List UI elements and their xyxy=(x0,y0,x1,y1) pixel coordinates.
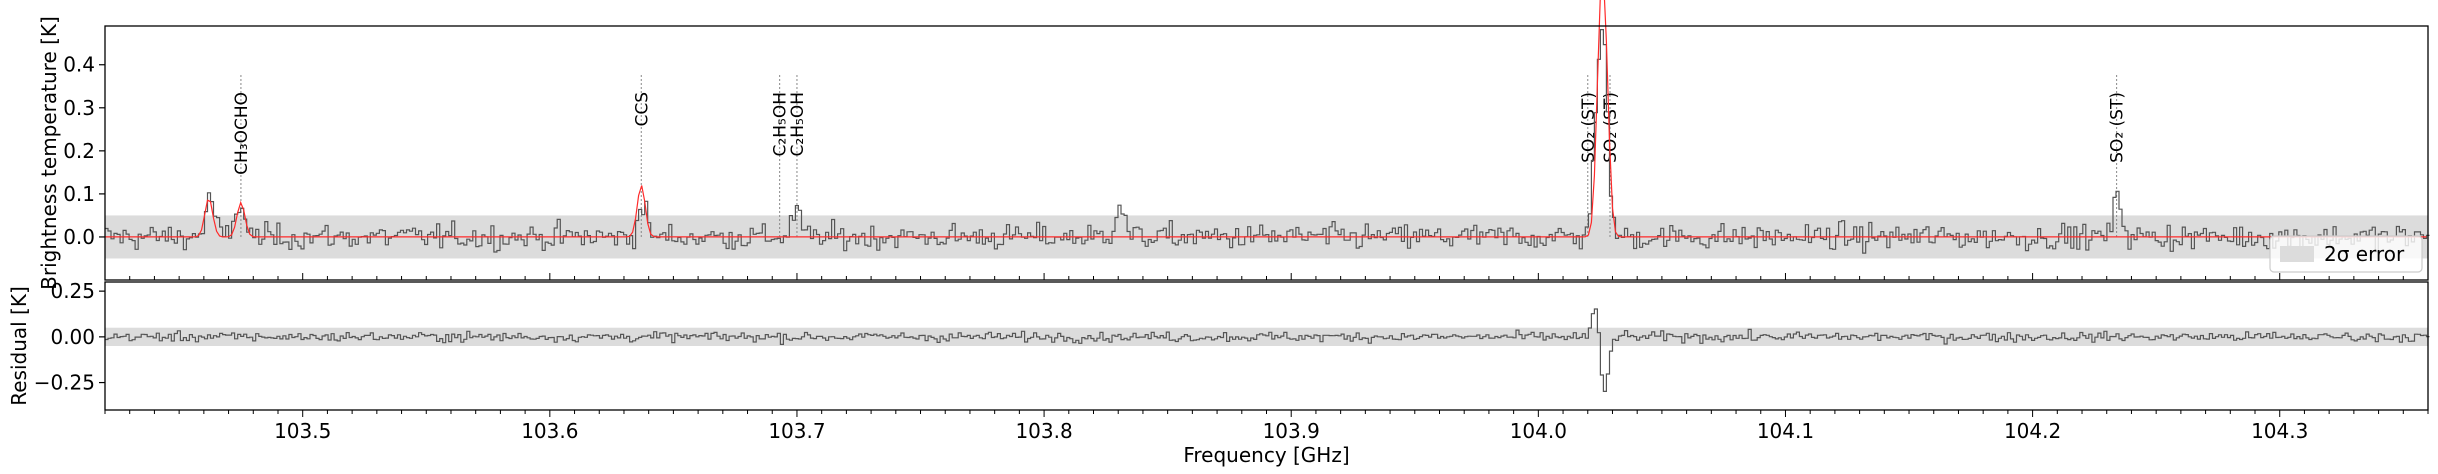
residual-error-band xyxy=(105,327,2428,346)
x-tick-label: 104.1 xyxy=(1757,419,1814,443)
x-tick-label: 103.6 xyxy=(521,419,578,443)
line-id-label: SO₂ (ST) xyxy=(1601,92,1621,163)
legend: 2σ error xyxy=(2269,235,2423,273)
y-tick-label: −0.25 xyxy=(34,371,95,395)
x-tick-label: 103.7 xyxy=(768,419,825,443)
residual-x-ticks: 103.5 103.6 103.7 103.8 103.9 104.0 104.1 104.2… xyxy=(104,410,2429,443)
x-tick-label: 103.5 xyxy=(274,419,331,443)
spectrum-x-ticks xyxy=(104,273,2429,280)
residual-line xyxy=(105,308,2430,392)
x-tick-label: 104.3 xyxy=(2251,419,2308,443)
residual-y-ticks: 0.25 0.00 −0.25 xyxy=(34,279,105,395)
y-tick-label: 0.1 xyxy=(63,182,95,206)
x-tick-label: 104.2 xyxy=(2004,419,2061,443)
y-tick-label: 0.2 xyxy=(63,139,95,163)
x-axis-label: Frequency [GHz] xyxy=(1183,443,1349,467)
line-id-label: CCS xyxy=(632,92,652,127)
residual-y-axis-label: Residual [K] xyxy=(7,286,31,406)
line-id-label: SO₂ (ST) xyxy=(2108,92,2128,163)
line-id-label: CH₃OCHO xyxy=(232,92,252,175)
x-tick-label: 104.0 xyxy=(1510,419,1567,443)
y-tick-label: 0.25 xyxy=(50,279,95,303)
line-id-label: C₂H₅OH xyxy=(771,92,791,156)
legend-error-swatch xyxy=(2280,246,2314,262)
y-tick-label: 0.3 xyxy=(63,96,95,120)
line-id-label: C₂H₅OH xyxy=(788,92,808,156)
y-tick-label: 0.4 xyxy=(63,53,95,77)
legend-error-label: 2σ error xyxy=(2324,242,2405,266)
spectrum-y-axis-label: Brightness temperature [K] xyxy=(37,16,61,290)
spectrum-y-ticks: 0.0 0.1 0.2 0.3 0.4 xyxy=(63,53,105,249)
y-tick-label: 0.0 xyxy=(63,225,95,249)
y-tick-label: 0.00 xyxy=(50,325,95,349)
legend-box xyxy=(2269,235,2423,273)
observed-spectrum-line xyxy=(105,29,2430,254)
x-tick-label: 103.9 xyxy=(1263,419,1320,443)
line-id-label: SO₂ (ST) xyxy=(1579,92,1599,163)
residual-panel: 0.250.00−0.25 103.5 103.6 103.7 103.8 103.9 1… xyxy=(7,279,2430,467)
model-spectrum-line xyxy=(105,0,2427,238)
x-tick-label: 103.8 xyxy=(1015,419,1072,443)
